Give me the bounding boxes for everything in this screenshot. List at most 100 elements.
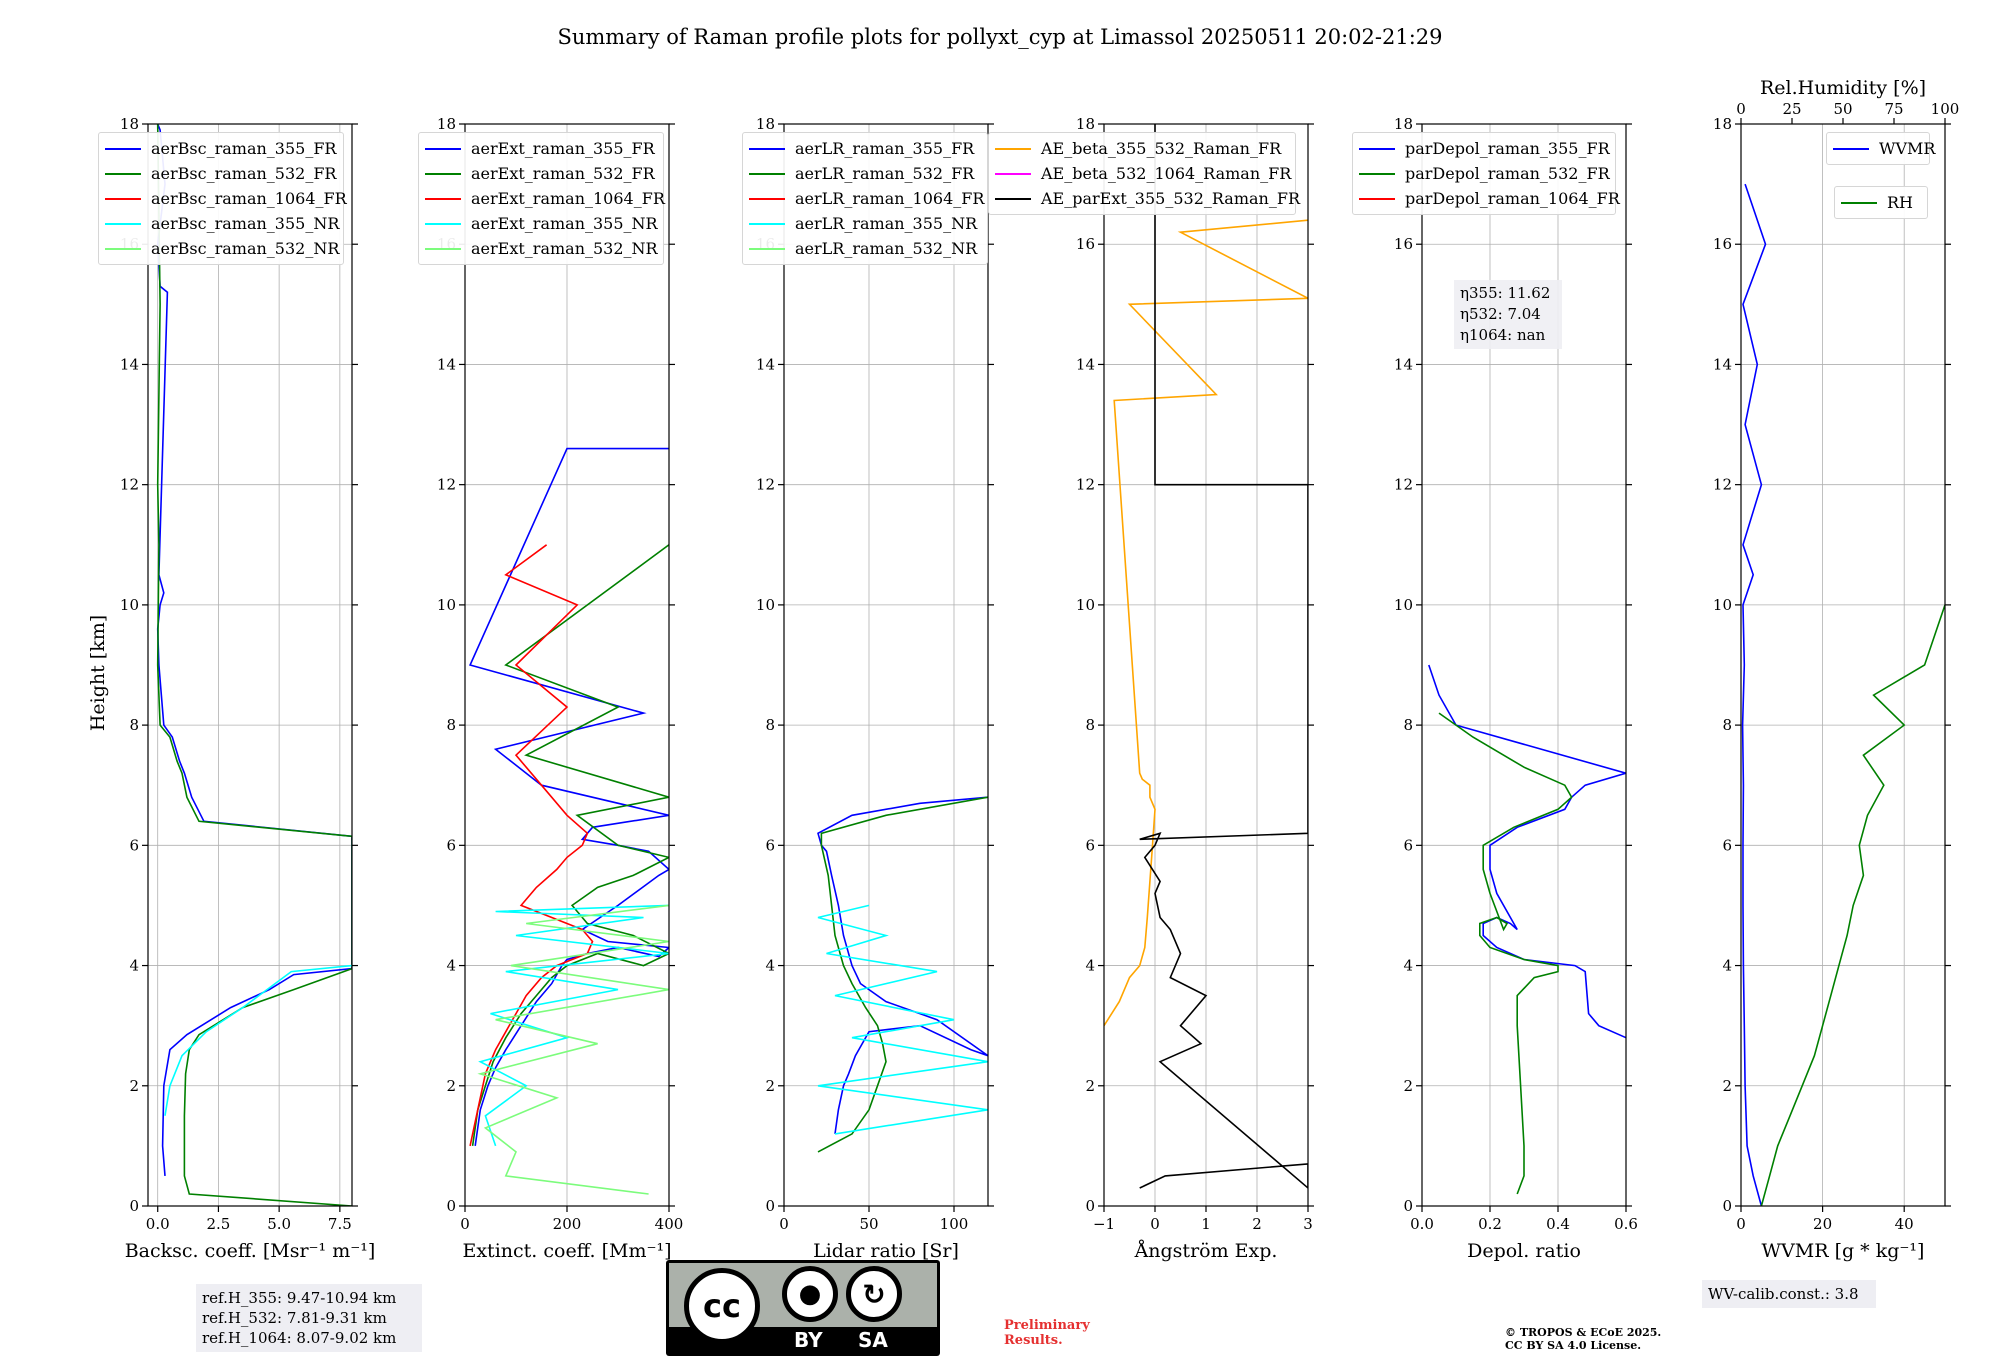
legend-entry: aerLR_raman_532_FR: [795, 164, 975, 183]
y-tick-label: 16: [1076, 235, 1095, 253]
y-tick-label: 12: [1713, 476, 1732, 494]
x2-axis-label: Rel.Humidity [%]: [1760, 77, 1926, 99]
x-axis-label: Lidar ratio [Sr]: [813, 1240, 959, 1262]
x-tick-label: 50: [859, 1215, 878, 1233]
y-tick-label: 8: [129, 716, 139, 734]
series-aerExt_raman_355_FR: [468, 447, 669, 1147]
y-tick-label: 6: [1403, 836, 1413, 854]
y-tick-label: 4: [1722, 957, 1732, 975]
series-aerExt_raman_1064_FR: [469, 544, 594, 1147]
y-tick-label: 8: [1085, 716, 1095, 734]
legend-entry: aerLR_raman_532_NR: [795, 239, 978, 258]
y-tick-label: 4: [446, 957, 456, 975]
legend-entry: AE_beta_355_532_Raman_FR: [1041, 139, 1282, 158]
x2-tick-label: 75: [1884, 100, 1903, 118]
y-tick-label: 2: [765, 1077, 775, 1095]
series-aerBsc_raman_532_FR: [156, 124, 352, 1206]
series-group: [1741, 183, 1945, 1206]
legend-entry: aerExt_raman_1064_FR: [471, 189, 665, 208]
panel-5: 0 2 4 6 8 10 12 14 16 18 0.0 0.2 0.4 0.6 Depol. ratio: [1394, 115, 1638, 1262]
y-tick-label: 6: [1085, 836, 1095, 854]
y-tick-label: 10: [1713, 596, 1732, 614]
y-tick-label: 16: [1713, 235, 1732, 253]
y-tick-label: 0: [1403, 1197, 1413, 1215]
y-tick-label: 2: [1085, 1077, 1095, 1095]
panel-3: 024681012141618050100Lidar ratio [Sr]: [756, 115, 994, 1262]
x2-tick-label: 25: [1782, 100, 1801, 118]
cc-logo-icon: cc: [684, 1268, 760, 1344]
y-tick-label: 12: [1394, 476, 1413, 494]
legend-entry: aerBsc_raman_532_FR: [151, 164, 337, 183]
legend-entry: parDepol_raman_1064_FR: [1405, 189, 1620, 208]
x-tick-label: 0: [1736, 1215, 1746, 1233]
series-aerExt_raman_532_FR: [471, 544, 669, 1147]
y-tick-label: 4: [765, 957, 775, 975]
legend-entry: aerLR_raman_355_NR: [795, 214, 978, 233]
x-tick-label: 2.5: [206, 1215, 230, 1233]
y-tick-label: 4: [1403, 957, 1413, 975]
legend-entry: parDepol_raman_355_FR: [1405, 139, 1610, 158]
y-tick-label: 18: [1394, 115, 1413, 133]
wv-calib-const: WV-calib.const.: 3.8: [1708, 1285, 1859, 1303]
y-tick-label: 12: [756, 476, 775, 494]
y-tick-label: 16: [1394, 235, 1413, 253]
series-aerExt_raman_532_NR: [477, 904, 669, 1195]
y-tick-label: 14: [120, 355, 139, 373]
y-tick-label: 14: [1713, 355, 1732, 373]
x-tick-label: 0: [779, 1215, 789, 1233]
series-aerLR_raman_532_FR: [817, 796, 988, 1153]
x-tick-label: 0.0: [1410, 1215, 1434, 1233]
legend-entry: aerBsc_raman_355_NR: [151, 214, 340, 233]
preliminary-note: Preliminary Results.: [1004, 1318, 1090, 1348]
y-tick-label: 2: [129, 1077, 139, 1095]
y-tick-label: 0: [446, 1197, 456, 1215]
y-tick-label: 14: [756, 355, 775, 373]
legend-entry: aerBsc_raman_355_FR: [151, 139, 337, 158]
y-tick-label: 6: [1722, 836, 1732, 854]
figure-title: Summary of Raman profile plots for polly…: [557, 25, 1442, 49]
x-tick-label: 5.0: [267, 1215, 291, 1233]
share-alike-icon: ↻: [846, 1266, 902, 1322]
axes-frame: [783, 123, 989, 1207]
y-tick-label: 0: [129, 1197, 139, 1215]
series-aerLR_raman_355_NR: [817, 904, 988, 1135]
x-tick-label: 20: [1813, 1215, 1832, 1233]
panel-2: 0246810121416180200400Extinct. coeff. [M…: [437, 115, 683, 1262]
legend-entry: aerExt_raman_355_NR: [471, 214, 658, 233]
y-axis-label: Height [km]: [87, 615, 109, 731]
axes-frame: [147, 123, 353, 1207]
legend-depol: parDepol_raman_355_FR parDepol_raman_532…: [1352, 132, 1620, 215]
x-tick-label: 0.2: [1478, 1215, 1502, 1233]
y-tick-label: 18: [437, 115, 456, 133]
sa-label: SA: [858, 1328, 888, 1352]
legend-entry: AE_parExt_355_532_Raman_FR: [1041, 189, 1300, 208]
y-tick-label: 6: [129, 836, 139, 854]
x-tick-label: 40: [1895, 1215, 1914, 1233]
y-tick-label: 6: [765, 836, 775, 854]
y-tick-label: 14: [1394, 355, 1413, 373]
y-tick-label: 0: [1085, 1197, 1095, 1215]
copyright-note: © TROPOS & ECoE 2025. CC BY SA 4.0 Licen…: [1505, 1326, 1662, 1352]
y-tick-label: 12: [437, 476, 456, 494]
attribution-icon: ●: [782, 1266, 838, 1322]
series-RH: [1760, 604, 1945, 1206]
x-tick-label: 200: [553, 1215, 582, 1233]
eta-1064: η1064: nan: [1460, 326, 1546, 344]
y-tick-label: 18: [756, 115, 775, 133]
legend-entry: aerExt_raman_532_NR: [471, 239, 658, 258]
series-aerBsc_raman_355_NR: [164, 964, 352, 1116]
x-tick-label: 100: [940, 1215, 969, 1233]
series-group: [156, 124, 352, 1206]
y-tick-label: 8: [1403, 716, 1413, 734]
y-tick-label: 14: [1076, 355, 1095, 373]
legend-entry: AE_beta_532_1064_Raman_FR: [1041, 164, 1292, 183]
x-tick-label: 400: [655, 1215, 684, 1233]
wv-calibration-box: WV-calib.const.: 3.8: [1702, 1280, 1876, 1308]
legend-entry: aerExt_raman_355_FR: [471, 139, 655, 158]
x-axis-label: Ångström Exp.: [1134, 1240, 1278, 1262]
x-tick-label: 3: [1303, 1215, 1313, 1233]
y-tick-label: 6: [446, 836, 456, 854]
